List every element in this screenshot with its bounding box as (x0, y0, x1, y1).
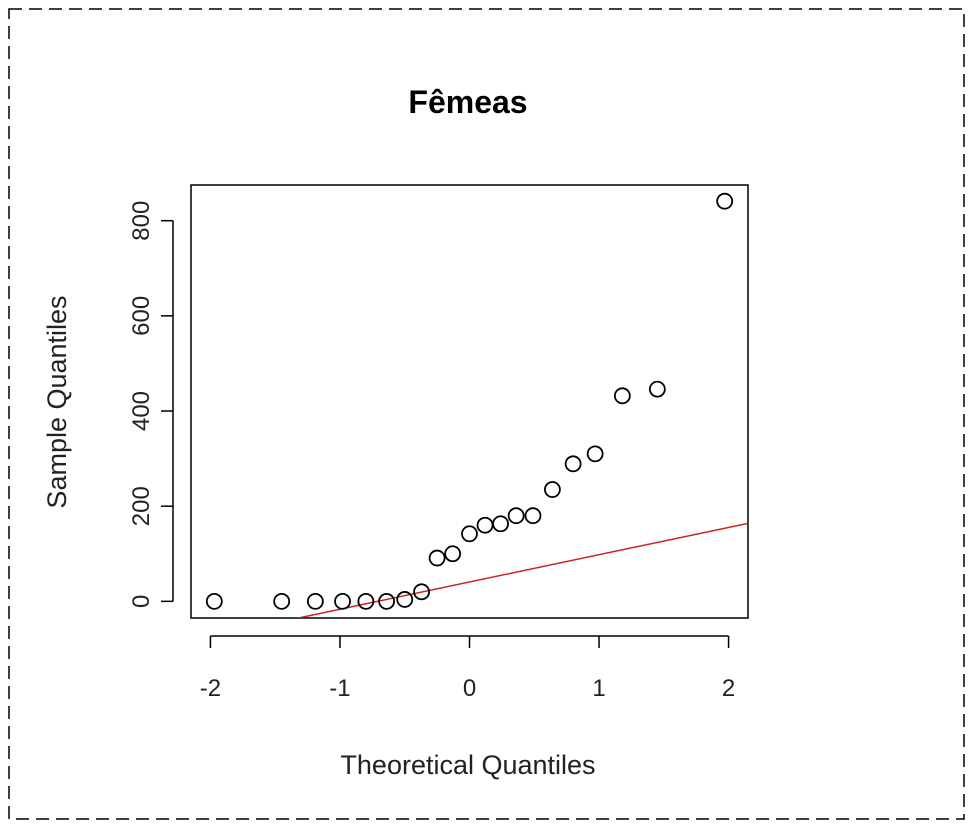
x-tick-label: 2 (722, 675, 735, 702)
x-tick-label: 0 (463, 675, 476, 702)
x-axis: -2 -1 0 1 2 (200, 635, 735, 702)
data-point (476, 516, 494, 534)
data-point (205, 592, 223, 610)
dashed-border (8, 8, 965, 820)
y-tick-label: 600 (128, 296, 155, 336)
y-axis: 0 200 400 600 800 (128, 201, 174, 608)
data-point (492, 515, 509, 533)
data-point (357, 592, 375, 610)
data-point (428, 549, 446, 567)
data-point (648, 380, 666, 398)
data-point (716, 192, 734, 210)
data-point (613, 387, 631, 405)
data-point (334, 592, 351, 610)
data-point (378, 592, 395, 610)
data-point (461, 525, 478, 543)
y-tick-label: 0 (128, 595, 155, 608)
data-point (524, 507, 542, 525)
qq-reference-line (298, 522, 748, 618)
x-tick-label: -1 (329, 675, 350, 702)
y-tick-label: 800 (128, 201, 155, 241)
data-point (564, 455, 582, 473)
data-point (444, 545, 462, 563)
data-point (396, 591, 414, 608)
data-point (507, 507, 525, 525)
x-axis-label: Theoretical Quantiles (340, 750, 595, 780)
plot-area (190, 184, 749, 619)
chart-title: Fêmeas (408, 84, 527, 120)
y-axis-label: Sample Quantiles (42, 295, 72, 508)
data-point (586, 445, 604, 463)
x-tick-label: -2 (200, 675, 221, 702)
x-tick-label: 1 (592, 675, 605, 702)
y-tick-label: 200 (128, 486, 155, 526)
data-point (413, 583, 430, 601)
data-point (273, 592, 291, 610)
plot-layer (205, 192, 748, 618)
data-point (544, 481, 561, 498)
y-tick-label: 400 (128, 391, 155, 431)
data-point (306, 592, 324, 610)
